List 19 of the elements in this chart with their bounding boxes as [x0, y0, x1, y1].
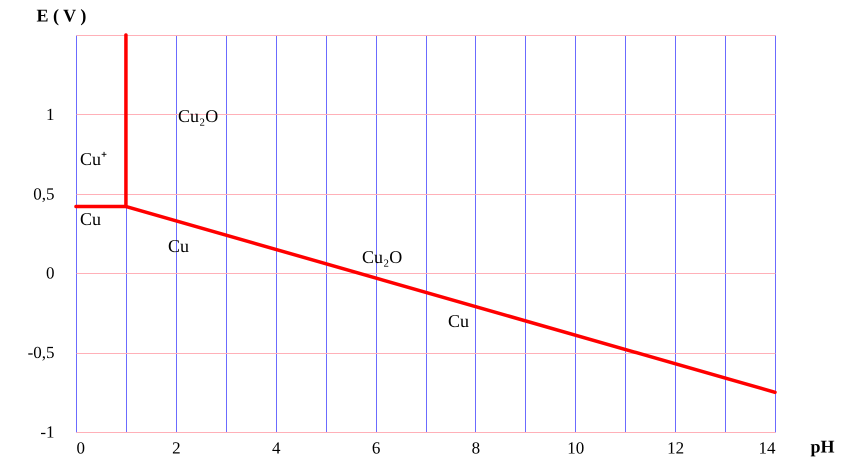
- x-tick-label: 8: [472, 438, 480, 458]
- y-tick-label: 1: [46, 104, 54, 124]
- x-axis-title: pH: [810, 436, 835, 456]
- y-tick-label: -1: [40, 422, 54, 442]
- annotation: Cu: [448, 311, 470, 331]
- x-tick-label: 10: [567, 438, 584, 458]
- y-axis-title: E ( V ): [36, 6, 86, 26]
- y-tick-label: -0,5: [28, 343, 54, 362]
- x-tick-label: 4: [272, 438, 281, 458]
- annotation: Cu⁺: [80, 149, 108, 169]
- x-tick-label: 0: [76, 438, 85, 458]
- y-tick-label: 0,5: [33, 184, 54, 204]
- x-tick-label: 2: [172, 438, 181, 458]
- x-tick-label: 6: [372, 438, 380, 458]
- annotation: Cu₂O: [178, 106, 218, 126]
- y-tick-label: 0: [46, 264, 54, 283]
- x-tick-label: 14: [758, 438, 776, 458]
- x-tick-label: 12: [667, 438, 684, 458]
- annotation: Cu: [80, 209, 102, 229]
